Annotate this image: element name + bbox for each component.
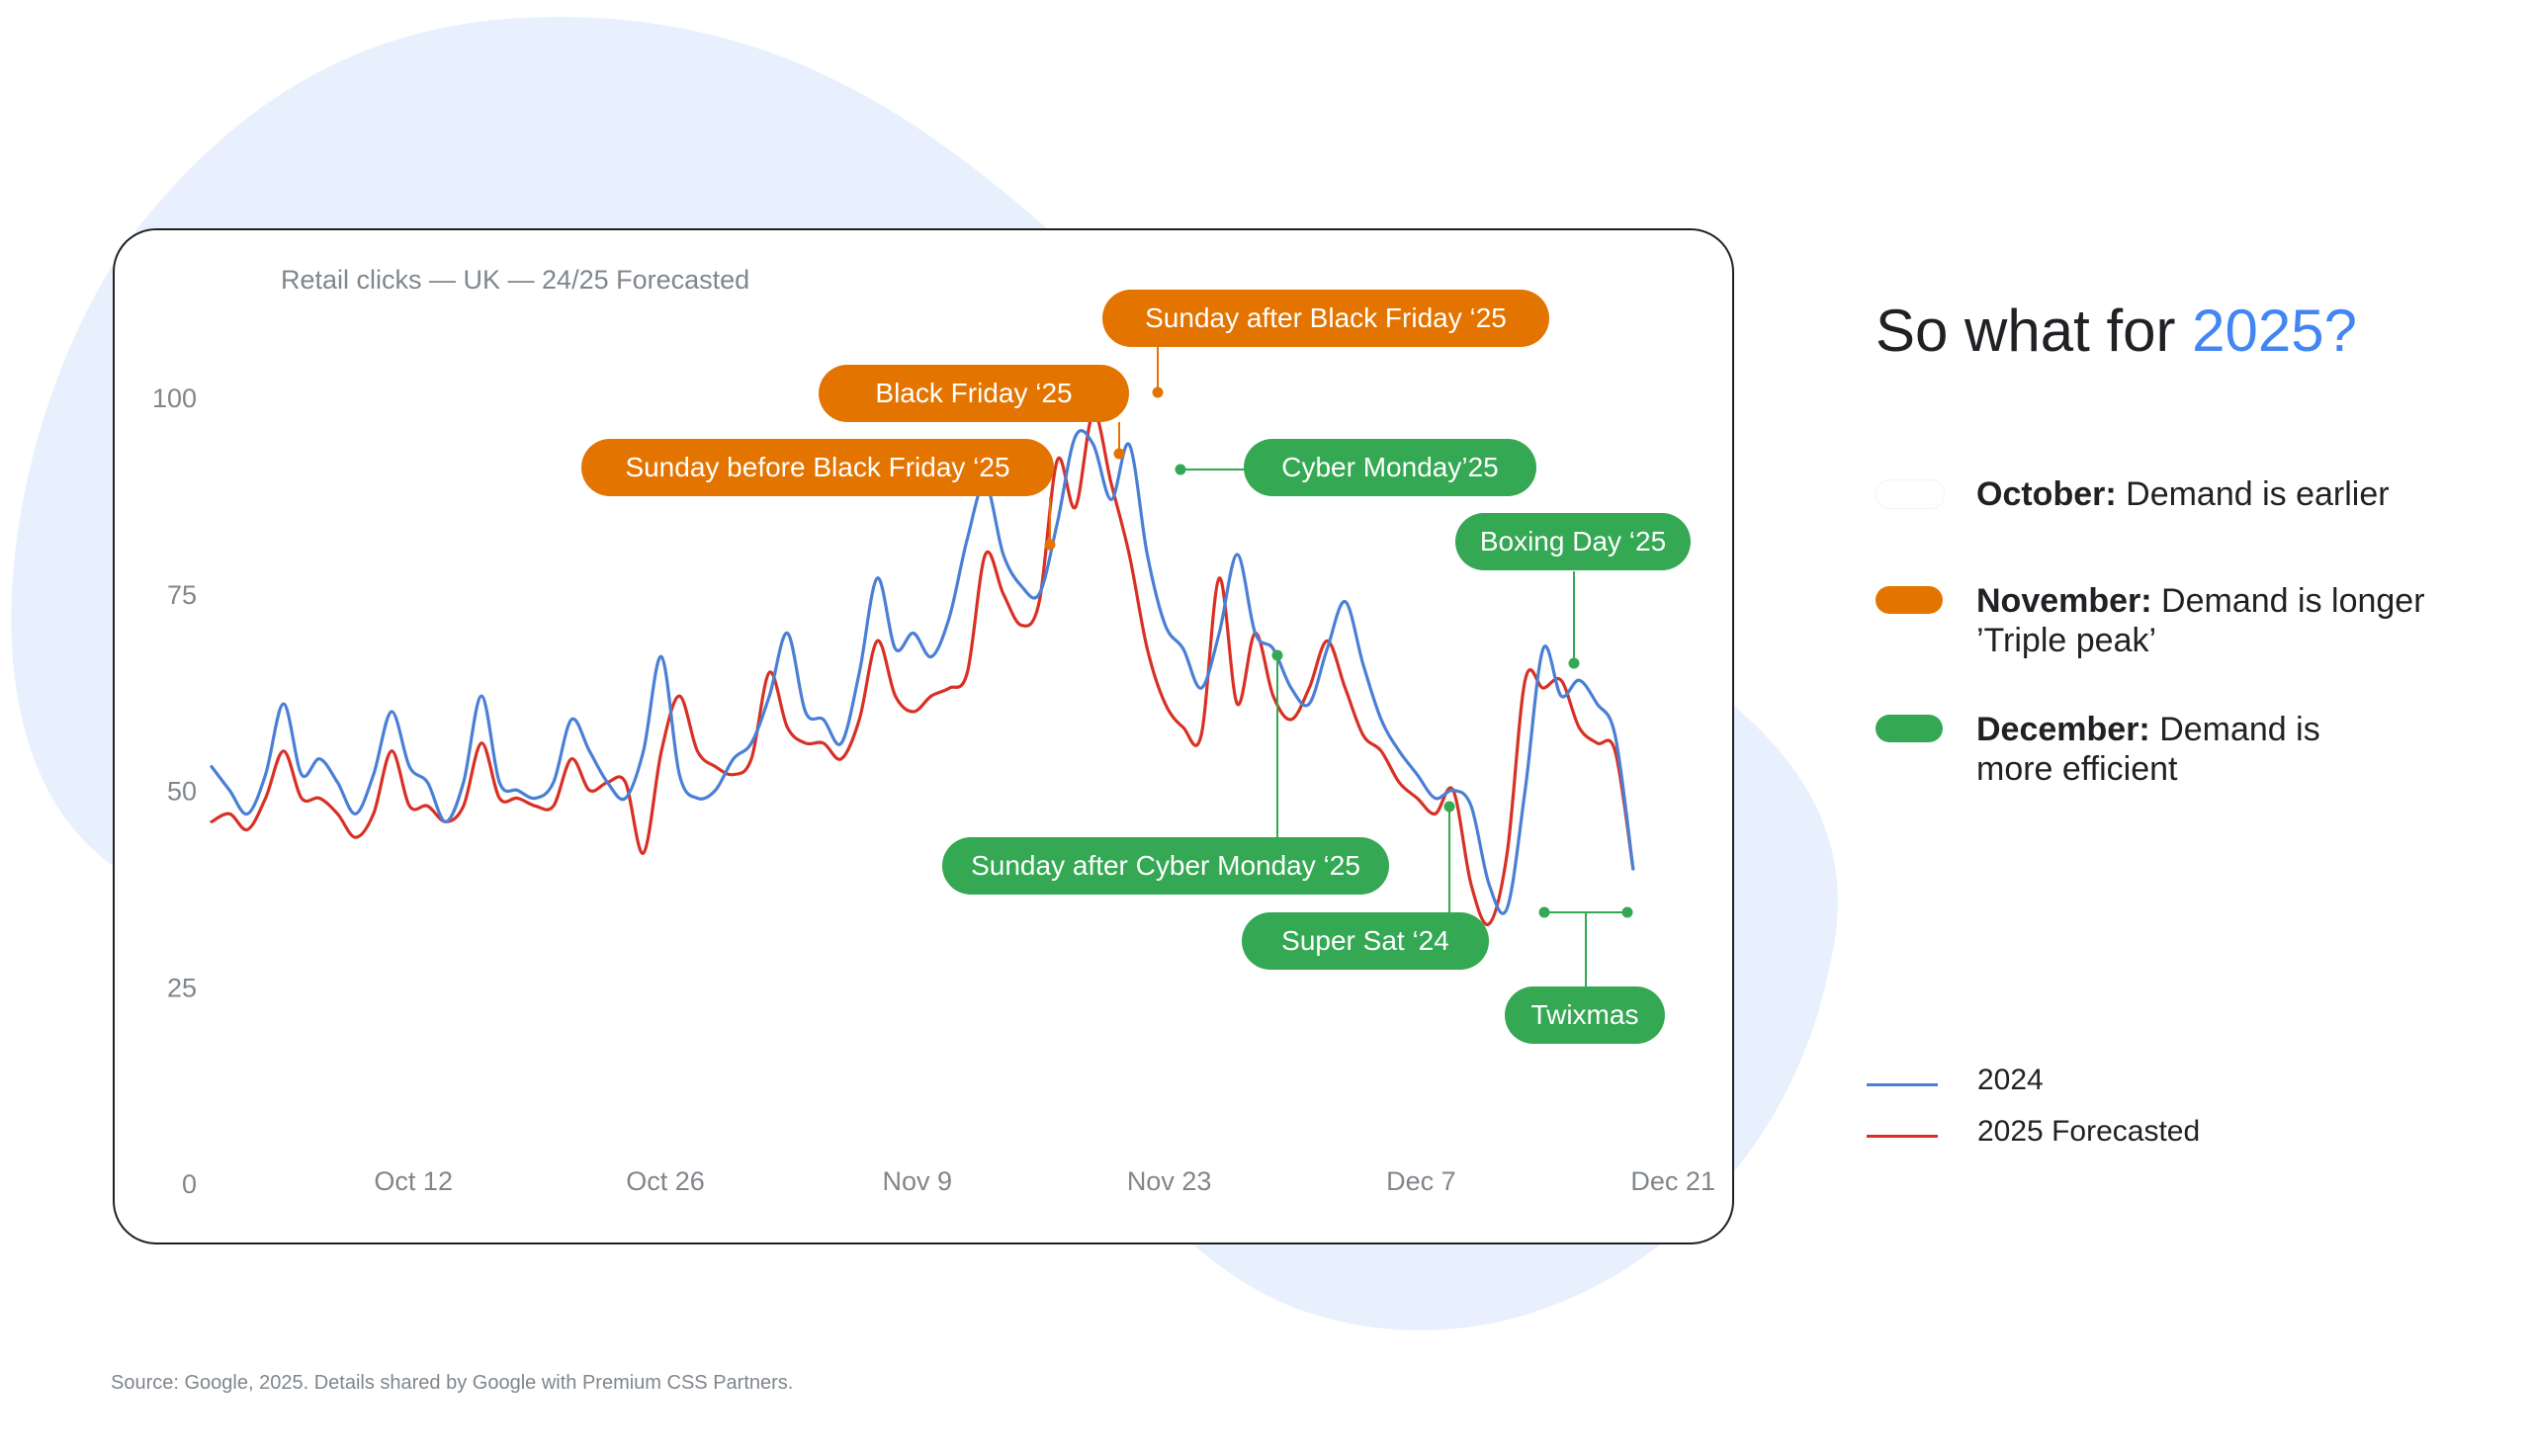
marker-sunday-after-cyber-monday — [1271, 649, 1283, 661]
retail-clicks-line-chart: 100 75 50 25 0 Oct 12 Oct 26 Nov 9 Nov 23 Dec 7 De… — [152, 347, 1715, 1199]
callout-cyber-monday: Cyber Monday’25 — [1244, 439, 1536, 496]
x-tick-label: Oct 12 — [374, 1166, 453, 1196]
marker-boxing-day — [1568, 657, 1580, 669]
y-tick-label: 75 — [167, 580, 197, 610]
x-tick-label: Dec 21 — [1630, 1166, 1715, 1196]
legend-label-2024: 2024 — [1977, 1064, 2044, 1096]
marker-sunday-before-black-friday — [1044, 539, 1056, 551]
legend-line-2024 — [1867, 1083, 1938, 1086]
side-panel-title: So what for 2025? — [1876, 297, 2357, 365]
callout-sunday-after-black-friday: Sunday after Black Friday ‘25 — [1102, 290, 1549, 347]
callout-super-sat: Super Sat ‘24 — [1242, 912, 1489, 970]
marker-cyber-monday — [1175, 464, 1186, 475]
title-prefix: So what for — [1876, 298, 2193, 364]
x-tick-label: Dec 7 — [1386, 1166, 1456, 1196]
callout-black-friday: Black Friday ‘25 — [819, 365, 1129, 422]
october-swatch — [1876, 479, 1945, 509]
callout-sunday-before-black-friday: Sunday before Black Friday ‘25 — [581, 439, 1054, 496]
x-tick-label: Nov 9 — [883, 1166, 953, 1196]
marker-black-friday — [1113, 448, 1125, 460]
legend-label-2025: 2025 Forecasted — [1977, 1115, 2201, 1148]
y-tick-label: 0 — [182, 1169, 197, 1199]
legend-line-2025 — [1867, 1135, 1938, 1138]
source-footnote: Source: Google, 2025. Details shared by … — [111, 1372, 794, 1394]
november-text: November: Demand is longer ’Triple peak’ — [1976, 582, 2425, 659]
title-year: 2025? — [2192, 298, 2358, 364]
marker-sunday-after-black-friday — [1152, 386, 1164, 398]
callout-twixmas: Twixmas — [1505, 986, 1665, 1044]
y-tick-label: 25 — [167, 973, 197, 1002]
november-swatch — [1876, 586, 1943, 614]
october-text: October: Demand is earlier — [1976, 475, 2390, 513]
december-swatch — [1876, 715, 1943, 742]
callout-sunday-after-cyber-monday: Sunday after Cyber Monday ‘25 — [942, 837, 1389, 895]
callout-boxing-day: Boxing Day ‘25 — [1455, 513, 1691, 570]
x-tick-label: Nov 23 — [1127, 1166, 1212, 1196]
y-tick-label: 50 — [167, 777, 197, 807]
y-tick-label: 100 — [152, 384, 197, 413]
marker-twixmas-end — [1621, 906, 1633, 918]
series-line-2025-forecasted — [210, 411, 1635, 926]
series-line-2024 — [210, 429, 1635, 915]
marker-super-sat — [1443, 801, 1455, 813]
chart-title: Retail clicks — UK — 24/25 Forecasted — [281, 265, 750, 295]
december-text: December: Demand is more efficient — [1976, 711, 2320, 788]
x-tick-label: Oct 26 — [626, 1166, 705, 1196]
marker-twixmas-start — [1538, 906, 1550, 918]
